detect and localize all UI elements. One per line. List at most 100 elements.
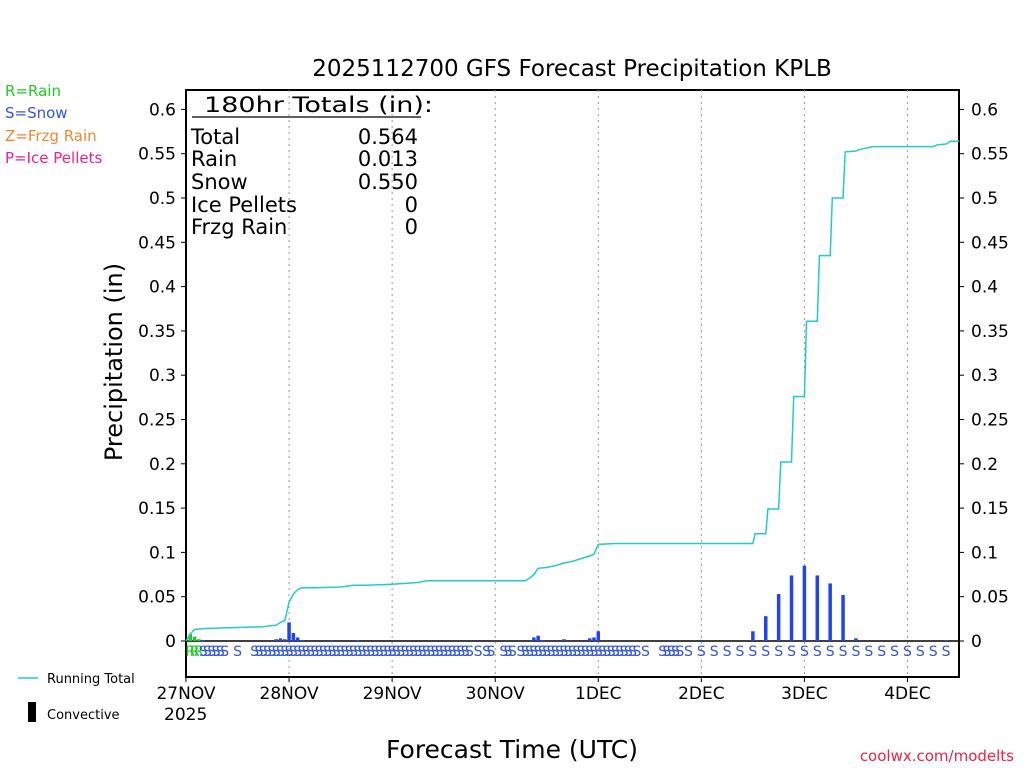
- precip-type-marker: S: [482, 644, 491, 660]
- precip-bar: [592, 637, 596, 641]
- x-tick-label: 29NOV: [363, 684, 422, 704]
- precip-bar: [596, 631, 601, 641]
- precip-type-marker: S: [620, 644, 629, 660]
- precip-type-marker: S: [293, 644, 302, 660]
- precip-type-marker: S: [302, 644, 311, 660]
- precip-type-marker: R: [194, 644, 204, 660]
- precip-type-marker: S: [877, 644, 886, 660]
- precip-type-marker: S: [203, 644, 212, 660]
- precip-bar: [540, 640, 545, 642]
- precip-type-marker: S: [864, 644, 873, 660]
- precip-type-marker: S: [474, 644, 483, 660]
- precip-type-marker: S: [358, 644, 367, 660]
- year-label: 2025: [164, 705, 207, 725]
- precip-type-marker: S: [787, 644, 796, 660]
- precip-type-marker: S: [851, 644, 860, 660]
- precip-type-marker: S: [628, 644, 637, 660]
- precip-type-marker: S: [504, 644, 513, 660]
- y-tick-label-right: 0.2: [971, 455, 998, 475]
- x-axis-ticks: 27NOV 28NOV 29NOV 30NOV 1DEC 2DEC 3DEC 4DEC: [156, 677, 931, 704]
- totals-value-rain: 0.013: [358, 147, 418, 171]
- precip-bar: [828, 583, 832, 641]
- precip-type-marker: S: [607, 644, 616, 660]
- precip-type-marker: S: [259, 644, 268, 660]
- precip-type-marker: S: [349, 644, 358, 660]
- convective-legend-label: Convective: [47, 708, 120, 723]
- precip-bar: [536, 635, 540, 641]
- precip-type-marker: S: [813, 644, 822, 660]
- precip-type-marker: S: [422, 644, 431, 660]
- precip-type-marker: R: [190, 644, 200, 660]
- precip-type-marker: S: [388, 644, 397, 660]
- y-tick-label-right: 0.45: [971, 233, 1009, 253]
- precip-type-marker: S: [431, 644, 440, 660]
- precip-bar: [815, 575, 820, 641]
- totals-value-total: 0.564: [358, 125, 418, 149]
- precip-type-marker: S: [663, 644, 672, 660]
- precip-type-marker: S: [568, 644, 577, 660]
- precip-type-marker: S: [555, 644, 564, 660]
- precip-type-marker: S: [800, 644, 809, 660]
- precip-type-marker: S: [207, 644, 216, 660]
- precip-type-marker: S: [577, 644, 586, 660]
- y-tick-label-right: 0.15: [971, 499, 1009, 519]
- precip-type-marker: S: [413, 644, 422, 660]
- precip-type-marker: S: [263, 644, 272, 660]
- precip-type-marker: S: [272, 644, 281, 660]
- legend-frzg-rain: Z=Frzg Rain: [5, 127, 97, 145]
- precip-type-marker: S: [323, 644, 332, 660]
- y-tick-label-left: 0.5: [149, 189, 176, 209]
- precip-type-marker: S: [379, 644, 388, 660]
- precip-type-marker: S: [671, 644, 680, 660]
- precip-bar: [192, 636, 197, 641]
- precip-type-marker: S: [538, 644, 547, 660]
- precip-type-marker: S: [551, 644, 560, 660]
- precip-bar: [330, 640, 334, 642]
- y-tick-label-right: 0.55: [971, 145, 1009, 165]
- precip-type-marker: S: [220, 644, 229, 660]
- x-tick-label: 28NOV: [260, 684, 319, 704]
- precip-bar: [789, 575, 794, 641]
- precip-type-marker: S: [461, 644, 470, 660]
- precip-type-marker: S: [332, 644, 341, 660]
- precip-type-marker: S: [255, 644, 264, 660]
- precip-type-marker: S: [611, 644, 620, 660]
- precip-type-marker: S: [456, 644, 465, 660]
- type-legend: R=Rain S=Snow Z=Frzg Rain P=Ice Pellets: [5, 82, 102, 167]
- precip-type-marker: S: [486, 644, 495, 660]
- precip-type-marker: S: [598, 644, 607, 660]
- precip-type-marker: S: [285, 644, 294, 660]
- precip-bar: [562, 639, 566, 641]
- chart-title: 2025112700 GFS Forecast Precipitation KP…: [312, 56, 831, 82]
- precip-type-marker: S: [517, 644, 526, 660]
- y-tick-label-right: 0: [971, 632, 982, 652]
- precip-bar: [802, 565, 807, 641]
- precip-type-marker: S: [267, 644, 276, 660]
- totals-label-snow: Snow: [191, 170, 248, 194]
- precip-type-marker: S: [212, 644, 221, 660]
- precip-type-marker: S: [409, 644, 418, 660]
- y-tick-label-right: 0.3: [971, 366, 998, 386]
- precip-type-marker: S: [547, 644, 556, 660]
- precip-type-marker: S: [315, 644, 324, 660]
- y-axis-label: Precipitation (in): [100, 263, 128, 461]
- precip-bar: [295, 637, 300, 641]
- precip-type-marker: S: [405, 644, 414, 660]
- precip-type-marker: S: [903, 644, 912, 660]
- precip-type-marker: S: [362, 644, 371, 660]
- precip-type-marker: S: [499, 644, 508, 660]
- y-tick-label-right: 0.6: [971, 100, 998, 120]
- y-tick-label-right: 0.35: [971, 322, 1009, 342]
- running-total-series: [185, 140, 959, 642]
- precip-type-marker: S: [280, 644, 289, 660]
- x-axis-label: Forecast Time (UTC): [386, 735, 638, 764]
- precip-type-marker: S: [684, 644, 693, 660]
- precip-bar: [841, 594, 845, 641]
- precip-bar: [287, 622, 291, 641]
- precip-type-marker: S: [542, 644, 551, 660]
- precip-bar: [274, 639, 278, 641]
- precip-type-marker: S: [521, 644, 530, 660]
- precip-bar: [356, 640, 360, 642]
- precip-type-marker: S: [465, 644, 474, 660]
- precip-type-marker: S: [396, 644, 405, 660]
